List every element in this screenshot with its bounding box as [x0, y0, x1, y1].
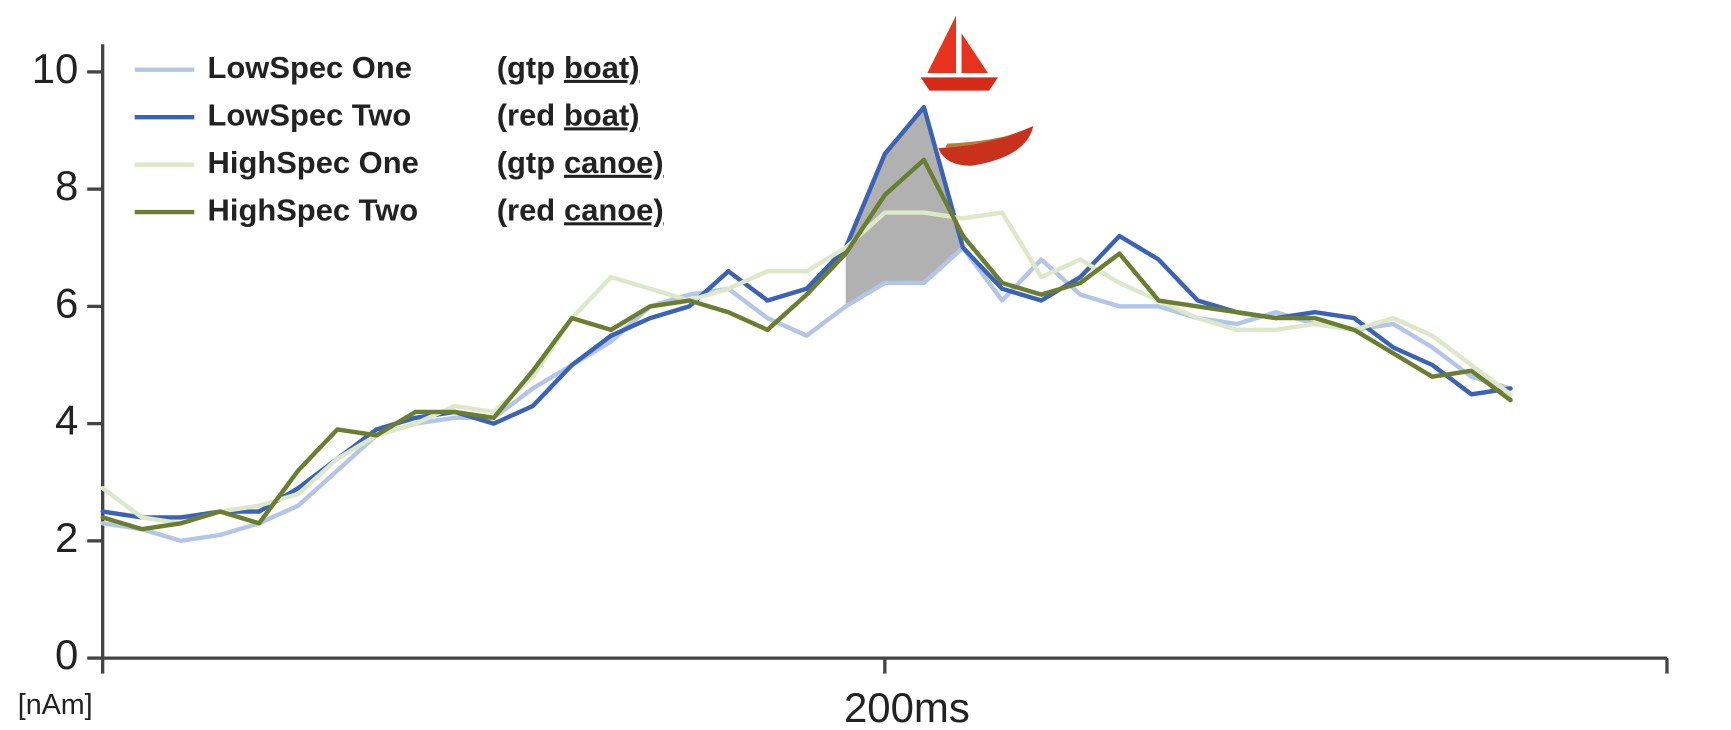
canoe-icon — [938, 125, 1034, 166]
legend-label: LowSpec One — [208, 50, 412, 85]
y-tick-label: 0 — [55, 631, 78, 678]
legend-tag: (gtp — [497, 145, 555, 180]
y-tick-label: 10 — [32, 45, 79, 92]
series-line — [100, 157, 1513, 532]
x-tick-label: 200ms — [844, 684, 970, 730]
legend-tag: (gtp — [497, 50, 555, 85]
y-tick-label: 2 — [55, 514, 78, 561]
y-tick-label: 6 — [55, 279, 78, 326]
legend-object: canoe) — [564, 192, 664, 227]
legend-tag: (red — [497, 97, 555, 132]
series-line — [100, 245, 1513, 544]
legend-object: canoe) — [564, 145, 664, 180]
y-tick-label: 4 — [55, 397, 78, 444]
difference-area — [845, 107, 964, 307]
series-line — [100, 210, 1513, 526]
sailboat-icon — [920, 15, 998, 91]
legend-object: boat) — [564, 50, 640, 85]
legend-object: boat) — [564, 97, 640, 132]
legend-tag: (red — [497, 192, 555, 227]
legend-label: LowSpec Two — [208, 97, 412, 132]
legend-label: HighSpec Two — [208, 192, 419, 227]
legend-label: HighSpec One — [208, 145, 419, 180]
y-unit-label: [nAm] — [18, 689, 93, 721]
y-tick-label: 8 — [55, 162, 78, 209]
